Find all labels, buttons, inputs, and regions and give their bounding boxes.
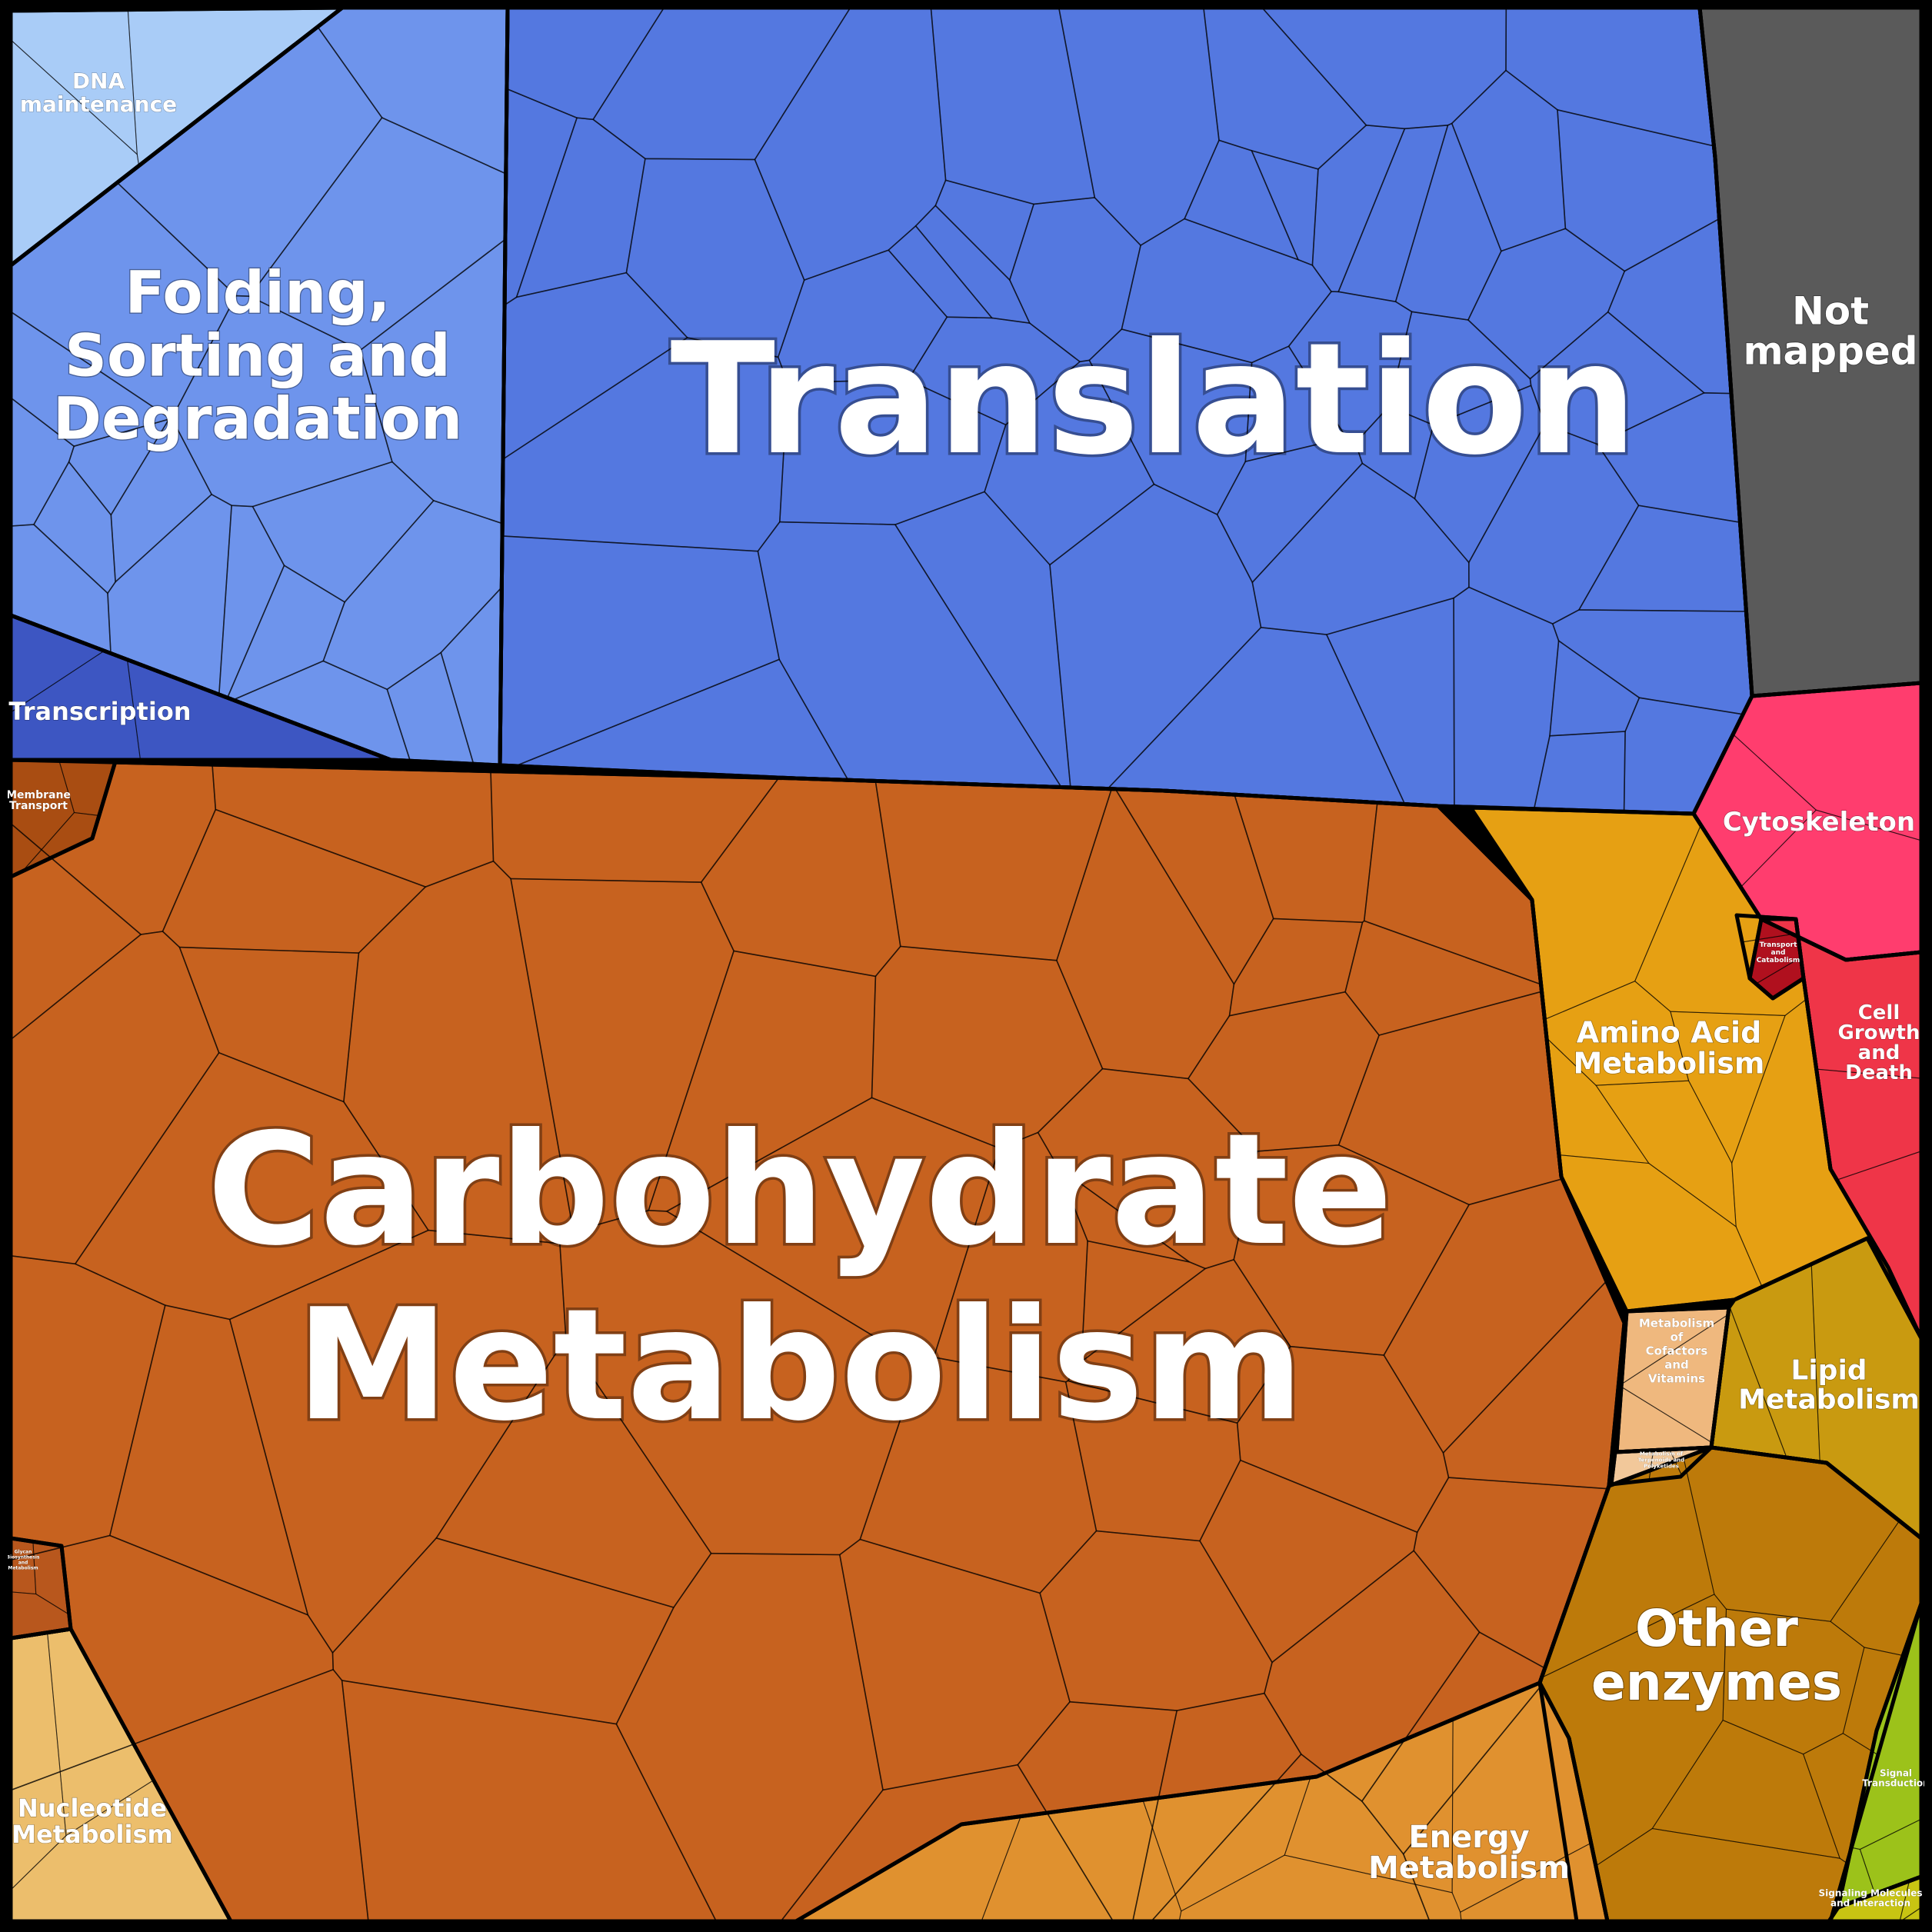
category-label-line: and (1858, 1041, 1900, 1064)
category-label-dna: DNA maintenance (20, 68, 177, 117)
category-label-line: and Interaction (1830, 1898, 1910, 1909)
category-label-line: and (1771, 949, 1786, 957)
category-label-line: Glycan (15, 1550, 32, 1555)
category-label-line: DNA (72, 68, 125, 94)
subcell-carbohydrate (1037, 1068, 1258, 1270)
category-label-line: Vitamins (1648, 1371, 1705, 1385)
category-label-line: Transport (9, 800, 68, 812)
category-label-line: Nucleotide (18, 1794, 167, 1823)
category-label-line: Metabolism of (1640, 1451, 1684, 1457)
category-border-energy (794, 1681, 1610, 1924)
subcell-translation (1388, 311, 1532, 426)
subcell-translation (1049, 483, 1262, 790)
subcell-carbohydrate (1056, 788, 1235, 1080)
category-border-amino-acid (1468, 805, 1924, 1341)
category-border-signaling-molecules (1827, 1874, 1924, 1924)
category-label-folding: Folding, Sorting and Degradation (53, 258, 462, 453)
subcell-carbohydrate (1228, 918, 1364, 1017)
category-label-line: Catabolism (1757, 957, 1800, 964)
category-label-cytoskeleton: Cytoskeleton (1723, 807, 1915, 838)
category-border-terpenoids (1609, 1445, 1714, 1487)
category-label-line: maintenance (20, 92, 177, 117)
category-label-amino-acid: Amino Acid Metabolism (1574, 1015, 1765, 1080)
category-border-membrane-transport (8, 758, 118, 879)
subcell-carbohydrate (665, 1097, 1001, 1364)
category-label-line: Degradation (53, 385, 462, 453)
category-label-not-mapped: Not mapped (1743, 289, 1917, 374)
category-label-line: Polyketides (1644, 1463, 1679, 1469)
category-label-line: Metabolism (8, 1566, 38, 1571)
category-border-glycan (8, 1536, 73, 1641)
category-label-glycan: Glycan Biosynthesis and Metabolism (7, 1550, 40, 1571)
subcell-folding (251, 461, 435, 603)
category-label-nucleotide: Nucleotide Metabolism (12, 1794, 173, 1849)
category-label-cofactors: Metabolism of Cofactors and Vitamins (1639, 1316, 1714, 1385)
category-label-transport-catabolism: Transport and Catabolism (1757, 941, 1800, 964)
category-label-line: Death (1845, 1061, 1913, 1084)
category-label-line: of (1671, 1330, 1684, 1344)
category-border-transcription (8, 613, 393, 762)
category-label-line: Lipid (1790, 1355, 1867, 1387)
subcell-translation (934, 179, 1035, 281)
category-label-signal-transduction: Signal Transduction (1862, 1768, 1929, 1789)
category-label-line: Cofactors (1646, 1344, 1708, 1357)
category-label-line: Metabolism (12, 1820, 173, 1849)
category-label-line: Metabolism (296, 1276, 1304, 1455)
category-label-transcription: Transcription (8, 697, 191, 726)
category-label-line: and (18, 1561, 28, 1566)
category-label-terpenoids: Metabolism of Terpenoids and Polyketides (1638, 1451, 1684, 1469)
category-label-translation: Translation (671, 310, 1637, 489)
category-label-cell-growth: Cell Growth and Death (1838, 1001, 1920, 1084)
subcell-translation (777, 249, 948, 384)
subcell-translation (1311, 124, 1406, 293)
category-label-line: Transport (1760, 941, 1797, 949)
category-label-line: Membrane (6, 789, 71, 801)
category-label-energy: Energy Metabolism (1368, 1820, 1570, 1886)
category-border-dna (8, 5, 345, 268)
category-label-signaling-molecules: Signaling Molecules and Interaction (1818, 1888, 1922, 1909)
category-label-line: and (1664, 1357, 1689, 1371)
category-label-line: Metabolism (1574, 1046, 1765, 1080)
category-label-line: Amino Acid (1577, 1015, 1762, 1049)
category-label-line: Metabolism (1639, 1316, 1714, 1330)
subcell-folding (110, 418, 213, 584)
category-label-lipid: Lipid Metabolism (1738, 1355, 1920, 1416)
category-label-line: Biosynthesis (7, 1555, 40, 1561)
category-label-line: Cell (1858, 1001, 1900, 1024)
category-label-line: enzymes (1591, 1653, 1842, 1712)
category-label-line: Cytoskeleton (1723, 807, 1915, 838)
category-label-line: mapped (1743, 329, 1917, 374)
category-label-line: Signaling Molecules (1818, 1888, 1922, 1899)
category-label-line: Metabolism (1368, 1850, 1570, 1886)
subcell-folding (10, 396, 75, 527)
category-label-line: Transduction (1862, 1778, 1929, 1789)
category-label-line: Metabolism (1738, 1384, 1920, 1416)
category-label-carbohydrate: Carbohydrate Metabolism (207, 1101, 1393, 1455)
subcell-translation (1467, 423, 1640, 625)
category-label-line: Signal (1880, 1768, 1912, 1779)
category-label-line: Transcription (8, 697, 191, 726)
category-label-line: Translation (671, 310, 1637, 489)
category-label-line: Terpenoids and (1638, 1457, 1684, 1463)
subcell-carbohydrate (615, 1552, 884, 1922)
category-label-line: Growth (1838, 1021, 1920, 1044)
subcell-translation (984, 359, 1155, 566)
category-label-line: Other (1635, 1599, 1798, 1658)
category-label-line: Not (1792, 289, 1869, 334)
category-label-membrane-transport: Membrane Transport (6, 789, 71, 812)
category-label-line: Energy (1408, 1820, 1529, 1855)
category-label-line: Carbohydrate (207, 1101, 1393, 1280)
category-label-line: Sorting and (65, 321, 451, 390)
category-label-line: Folding, (125, 258, 391, 327)
category-label-other-enzymes: Other enzymes (1591, 1599, 1842, 1712)
